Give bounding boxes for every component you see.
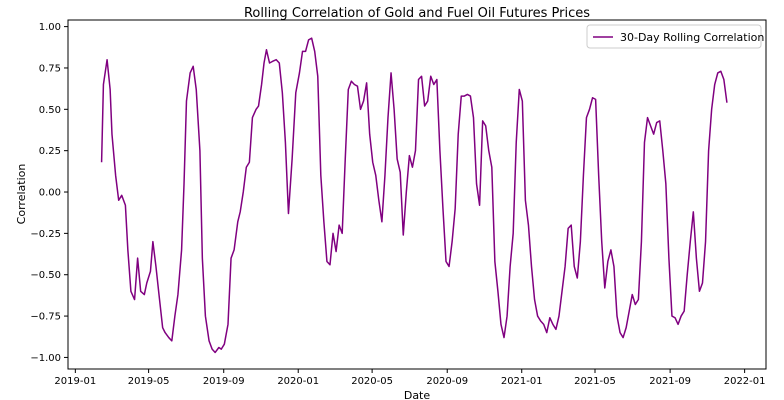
x-tick-label: 2019-05 (128, 376, 170, 387)
y-tick-label: −1.00 (30, 353, 61, 364)
y-tick-label: −0.25 (30, 229, 61, 240)
y-tick-label: 0.00 (39, 188, 61, 199)
x-tick-label: 2020-05 (351, 376, 393, 387)
legend-label: 30-Day Rolling Correlation (620, 31, 764, 44)
x-axis-ticks: 2019-01 2019-05 2019-09 2020-01 2020-05 2020-… (54, 369, 766, 387)
x-tick-label: 2022-01 (724, 376, 766, 387)
legend: 30-Day Rolling Correlation (586, 24, 764, 49)
x-tick-label: 2020-09 (426, 376, 468, 387)
y-tick-label: 0.75 (39, 63, 61, 74)
plot-area (67, 19, 767, 370)
chart-title: Rolling Correlation of Gold and Fuel Oil… (244, 6, 590, 21)
x-tick-label: 2019-09 (203, 376, 245, 387)
y-tick-label: −0.75 (30, 312, 61, 323)
y-axis-label: Correlation (15, 164, 28, 225)
x-tick-label: 2021-01 (501, 376, 543, 387)
legend-box (586, 24, 762, 49)
x-tick-label: 2019-01 (54, 376, 96, 387)
x-tick-label: 2021-05 (574, 376, 616, 387)
y-tick-label: 0.50 (39, 105, 61, 116)
series-line-0 (100, 37, 728, 354)
y-tick-label: 0.25 (39, 146, 61, 157)
x-tick-label: 2021-09 (649, 376, 691, 387)
y-tick-label: 1.00 (39, 22, 61, 33)
x-axis-label: Date (404, 389, 431, 400)
data-layer (100, 37, 728, 354)
plot-frame (67, 19, 767, 370)
y-tick-label: −0.50 (30, 270, 61, 281)
x-tick-label: 2020-01 (277, 376, 319, 387)
y-axis-ticks: 1.00 0.75 0.50 0.25 0.00 −0.25 −0.50 −0.75 −1.00 (30, 22, 68, 364)
